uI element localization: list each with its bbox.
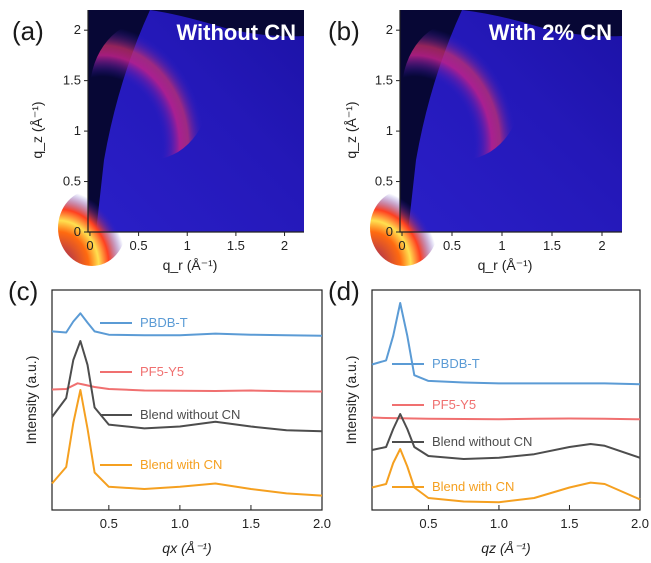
ytick-label-b: 2 [386, 22, 393, 37]
series-lines-d [371, 302, 641, 504]
xtick-label-c: 2.0 [313, 516, 331, 531]
xlabel-d: qz (Å⁻¹) [481, 540, 530, 556]
xtick-label-c: 1.0 [171, 516, 189, 531]
xtick-label-d: 0.5 [419, 516, 437, 531]
xtick-label-b: 0.5 [443, 238, 461, 253]
series-line-d-2 [371, 413, 641, 460]
panel-label-c: (c) [8, 276, 38, 306]
legend-d: PBDB-T PF5-Y5 Blend without CN Blend with C… [392, 356, 532, 494]
ticks-d: 0.5 1.0 1.5 2.0 [419, 505, 649, 531]
ylabel-b: q_z (Å⁻¹) [343, 101, 359, 158]
panel-label-d: (d) [328, 276, 360, 306]
xtick-label-a: 2 [281, 238, 288, 253]
legend-c: PBDB-T PF5-Y5 Blend without CN Blend with C… [100, 315, 240, 472]
xtick-label-a: 0.5 [130, 238, 148, 253]
heatmap-a-ring [58, 190, 126, 266]
ylabel-a: q_z (Å⁻¹) [29, 101, 45, 158]
ytick-label-b: 0 [386, 224, 393, 239]
ytick-label-b: 0.5 [375, 174, 393, 189]
ytick-label-b: 1.5 [375, 73, 393, 88]
series-line-c-3 [51, 389, 323, 497]
series-line-d-0 [371, 302, 641, 386]
series-line-c-0 [51, 312, 323, 337]
ticks-b: 0 0.5 1 1.5 2 0 0.5 1 1.5 2 [375, 22, 606, 253]
xlabel-a: q_r (Å⁻¹) [163, 257, 218, 273]
plot-frame-c [51, 289, 323, 511]
panel-c-line-profile: (c) PBDB-T PF5-Y5 Blend without CN Blend wi… [8, 276, 331, 556]
legend-label-c-1: PF5-Y5 [140, 364, 184, 379]
xtick-label-b: 2 [598, 238, 605, 253]
ylabel-c: Intensity (a.u.) [23, 356, 39, 445]
legend-label-c-3: Blend with CN [140, 457, 222, 472]
series-line-c-1 [51, 382, 323, 393]
xtick-label-a: 1.5 [227, 238, 245, 253]
ytick-label-b: 1 [386, 123, 393, 138]
xtick-label-c: 0.5 [100, 516, 118, 531]
ticks-c: 0.5 1.0 1.5 2.0 [100, 505, 331, 531]
series-line-d-3 [371, 448, 641, 504]
xtick-label-c: 1.5 [242, 516, 260, 531]
panel-label-b: (b) [328, 16, 360, 46]
legend-label-c-0: PBDB-T [140, 315, 188, 330]
xtick-label-b: 1 [498, 238, 505, 253]
xtick-label-b: 0 [398, 238, 405, 253]
xlabel-c: qx (Å⁻¹) [162, 540, 211, 556]
legend-label-d-2: Blend without CN [432, 434, 532, 449]
ticks-a: 0 0.5 1 1.5 2 0 0.5 1 1.5 2 [63, 22, 288, 253]
heatmap-b: With 2% CN [370, 10, 622, 266]
ytick-label-a: 0.5 [63, 174, 81, 189]
panel-label-a: (a) [12, 16, 44, 46]
legend-label-c-2: Blend without CN [140, 407, 240, 422]
ytick-label-a: 2 [74, 22, 81, 37]
xtick-label-d: 2.0 [631, 516, 649, 531]
panel-a-gi-waxs-map: (a) Without CN 0 0.5 1 1.5 2 0 0.5 1 1.5 2 q_r (Å… [12, 10, 304, 273]
ylabel-d: Intensity (a.u.) [343, 356, 359, 445]
heatmap-b-title: With 2% CN [489, 20, 612, 45]
legend-label-d-1: PF5-Y5 [432, 397, 476, 412]
heatmap-a: Without CN [58, 10, 304, 266]
heatmap-b-shadow-top [462, 10, 622, 37]
heatmap-a-title: Without CN [176, 20, 296, 45]
ytick-label-a: 1 [74, 123, 81, 138]
xtick-label-d: 1.0 [490, 516, 508, 531]
xlabel-b: q_r (Å⁻¹) [478, 257, 533, 273]
panel-b-gi-waxs-map: (b) With 2% CN 0 0.5 1 1.5 2 0 0.5 1 1.5 2 q_r (Å… [328, 10, 622, 273]
heatmap-a-amorphous-arc [90, 20, 210, 160]
ytick-label-a: 1.5 [63, 73, 81, 88]
series-line-d-1 [371, 416, 641, 421]
heatmap-b-ring [370, 190, 438, 266]
series-lines-c [51, 312, 323, 497]
legend-label-d-3: Blend with CN [432, 479, 514, 494]
xtick-label-b: 1.5 [543, 238, 561, 253]
xtick-label-a: 0 [86, 238, 93, 253]
heatmap-b-amorphous-arc [402, 20, 522, 160]
series-line-c-2 [51, 340, 323, 433]
xtick-label-d: 1.5 [560, 516, 578, 531]
panel-d-line-profile: (d) PBDB-T PF5-Y5 Blend without CN Blend wi… [328, 276, 649, 556]
plot-frame-d [371, 289, 641, 511]
legend-label-d-0: PBDB-T [432, 356, 480, 371]
xtick-label-a: 1 [184, 238, 191, 253]
ytick-label-a: 0 [74, 224, 81, 239]
heatmap-a-shadow-top [150, 10, 304, 37]
